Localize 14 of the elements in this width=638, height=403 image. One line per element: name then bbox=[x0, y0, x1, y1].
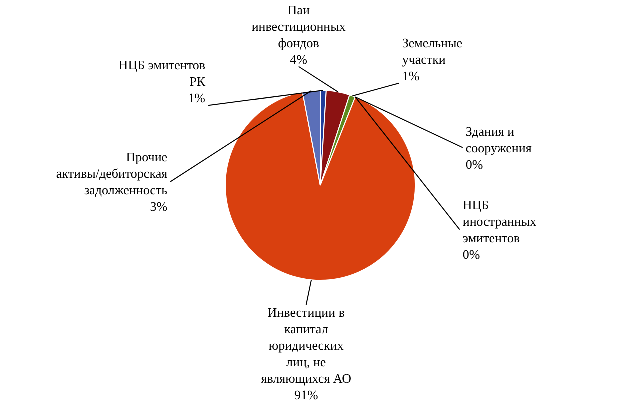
slice-label: Прочие активы/дебиторская задолженность bbox=[56, 150, 168, 198]
slice-label: Земельные участки bbox=[402, 35, 463, 67]
data-label: 4% bbox=[290, 52, 308, 67]
slice-label: НЦБ эмитентов РК bbox=[118, 58, 206, 90]
text: 0% bbox=[466, 156, 484, 172]
category-label: Здания и сооружения bbox=[466, 124, 532, 156]
data-label: 3% bbox=[150, 199, 168, 214]
data-label: 1% bbox=[188, 90, 206, 106]
slice-label: Паи инвестиционных фондов bbox=[252, 2, 346, 50]
slice-label: Инвестиции в капитал юридических лиц, не являющихся АО bbox=[261, 304, 352, 386]
data-label: 91% bbox=[294, 387, 318, 402]
text: 0% bbox=[462, 247, 480, 262]
category-label: НЦБ иностранных эмитентов bbox=[462, 198, 537, 246]
data-label: 1% bbox=[402, 68, 420, 84]
